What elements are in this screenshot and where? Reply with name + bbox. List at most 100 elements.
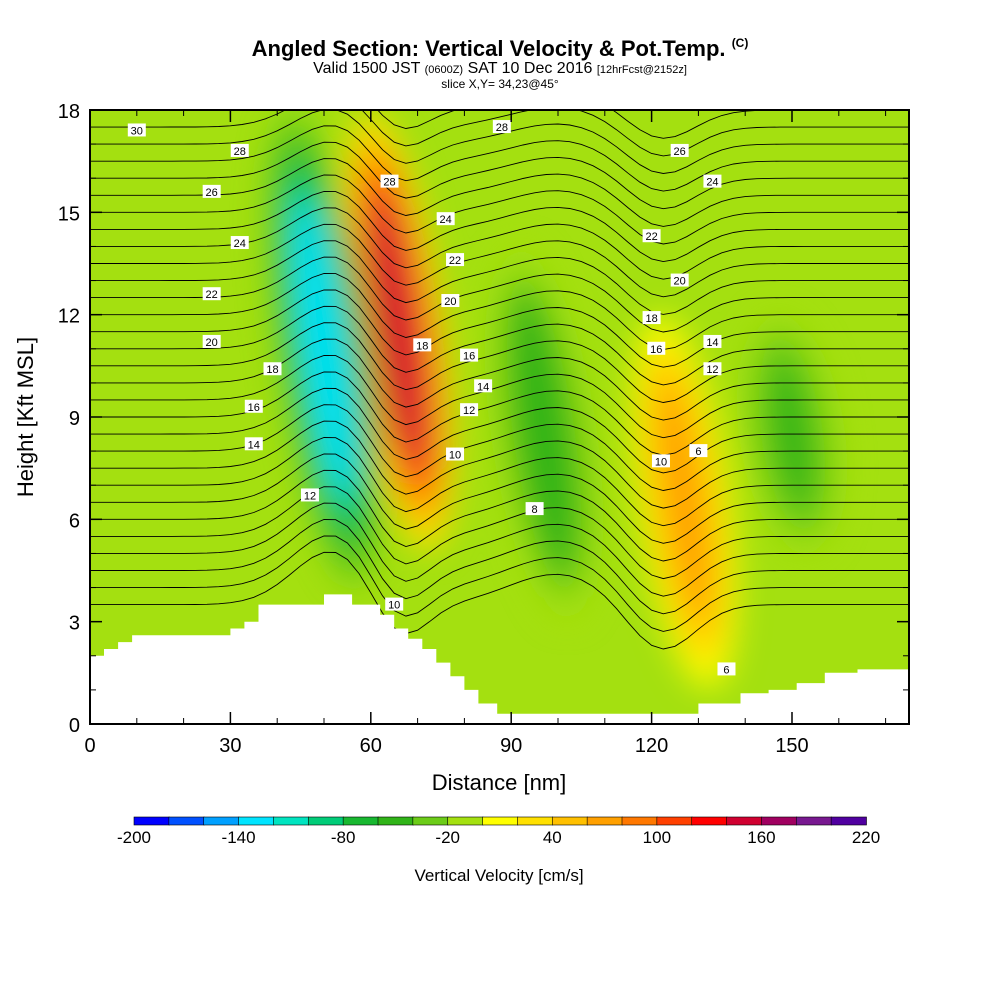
contour-label-bg <box>263 362 282 376</box>
contour-label: 28 <box>496 122 508 134</box>
colorbar-swatch <box>726 816 763 826</box>
colorbar-tick-label: 160 <box>747 828 775 847</box>
contour-label: 20 <box>674 276 686 288</box>
colorbar-tick-label: -200 <box>117 828 151 847</box>
contour-label-bg <box>492 120 511 134</box>
colorbar-swatch <box>586 816 623 826</box>
colorbar-swatch <box>133 816 170 826</box>
contour-label-bg <box>380 174 399 188</box>
colorbar-swatch <box>377 816 414 826</box>
contour-label-bg <box>230 143 249 157</box>
contour-label: 28 <box>234 146 246 158</box>
contour-label: 28 <box>383 177 395 189</box>
contour-label: 10 <box>655 456 667 468</box>
colorbar-swatch <box>517 816 554 826</box>
contour-label-bg <box>460 403 479 417</box>
chart-subtitle: Valid 1500 JST (0600Z) SAT 10 Dec 2016 [… <box>0 60 1000 78</box>
valid-prefix: Valid 1500 JST <box>313 60 421 77</box>
contour-label: 14 <box>706 337 718 349</box>
downdraft-feature-1-level-3 <box>295 197 353 501</box>
colorbar-swatch <box>412 816 449 826</box>
colorbar-swatch <box>795 816 832 826</box>
y-tick-label: 12 <box>58 306 80 328</box>
theta-contour-line <box>90 125 909 192</box>
theta-contour-line <box>90 486 909 580</box>
contour-label-bg <box>647 341 666 355</box>
y-axis-title: Height [Kft MSL] <box>13 337 38 497</box>
contour-label: 10 <box>388 600 400 612</box>
colorbar-swatch <box>168 816 205 826</box>
contour-label-bg <box>385 597 404 611</box>
contour-label: 18 <box>416 340 428 352</box>
theta-contour-line <box>90 110 909 157</box>
contour-label: 6 <box>695 446 701 458</box>
x-tick-label: 30 <box>219 735 241 757</box>
contour-label-bg <box>446 447 465 461</box>
theta-contour-line <box>90 305 909 386</box>
colorbar-tick-label: 100 <box>643 828 671 847</box>
contour-label: 14 <box>248 439 260 451</box>
contour-label: 24 <box>706 177 718 189</box>
contour-label-bg <box>689 444 708 458</box>
contour-label: 20 <box>444 296 456 308</box>
slice-info: slice X,Y= 34,23@45° <box>441 77 559 91</box>
theta-contour-line <box>90 141 909 210</box>
y-tick-label: 18 <box>58 101 80 123</box>
colorbar-label: Vertical Velocity [cm/s] <box>414 866 583 885</box>
contour-label-bg <box>244 399 263 413</box>
contour-label: 14 <box>477 381 489 393</box>
theta-contour-line <box>90 551 909 650</box>
colorbar-swatch <box>238 816 275 826</box>
contour-label-bg <box>244 437 263 451</box>
contour-label-bg <box>127 123 146 137</box>
contour-label: 26 <box>206 187 218 199</box>
theta-contour-line <box>90 519 909 615</box>
x-tick-label: 90 <box>500 735 522 757</box>
colorbar-tick-label: 220 <box>852 828 880 847</box>
contour-label: 22 <box>449 255 461 267</box>
title-text: Angled Section: Vertical Velocity & Pot.… <box>251 36 726 61</box>
x-tick-label: 60 <box>360 735 382 757</box>
theta-contour-line <box>90 338 909 421</box>
x-tick-label: 0 <box>84 735 95 757</box>
contour-label-bg <box>703 362 722 376</box>
valid-utc: (0600Z) <box>424 64 464 76</box>
contour-label: 20 <box>206 337 218 349</box>
colorbar-tick-label: -80 <box>331 828 356 847</box>
contour-label: 22 <box>645 231 657 243</box>
contour-label-bg <box>460 348 479 362</box>
colorbar-swatch <box>656 816 693 826</box>
updraft-feature-0-level-3 <box>371 191 427 473</box>
contour-label-bg <box>670 143 689 157</box>
contour-label-bg <box>717 662 736 676</box>
theta-contour-line <box>90 322 909 403</box>
colorbar-swatch <box>830 816 867 826</box>
valid-date: SAT 10 Dec 2016 <box>467 60 593 77</box>
colorbar-swatch <box>761 816 798 826</box>
contour-label-bg <box>651 454 670 468</box>
theta-contour-line <box>90 110 909 174</box>
updraft-feature-3-level-3 <box>659 383 710 622</box>
colorbar-swatch <box>691 816 728 826</box>
contour-label-bg <box>642 311 661 325</box>
contour-label-bg <box>642 229 661 243</box>
theta-contour-line <box>90 158 909 227</box>
contour-label: 10 <box>449 450 461 462</box>
colorbar-swatch <box>447 816 484 826</box>
contour-label-bg <box>202 334 221 348</box>
theta-contour-line <box>90 404 909 491</box>
contour-label: 12 <box>463 405 475 417</box>
theta-contour-line <box>90 502 909 597</box>
contour-label: 30 <box>131 125 143 137</box>
contour-label-bg <box>230 236 249 250</box>
colorbar-tick-label: 40 <box>543 828 562 847</box>
contour-label-bg <box>670 273 689 287</box>
theta-contour-line <box>90 535 909 632</box>
contour-label: 16 <box>650 344 662 356</box>
contour-label-bg <box>300 488 319 502</box>
forecast-info: [12hrFcst@2152z] <box>596 64 687 76</box>
contour-labels: 3028262422201816141228242220181614121010… <box>127 120 736 676</box>
x-tick-label: 150 <box>775 735 808 757</box>
terrain <box>90 594 909 724</box>
theta-contour-line <box>90 371 909 456</box>
